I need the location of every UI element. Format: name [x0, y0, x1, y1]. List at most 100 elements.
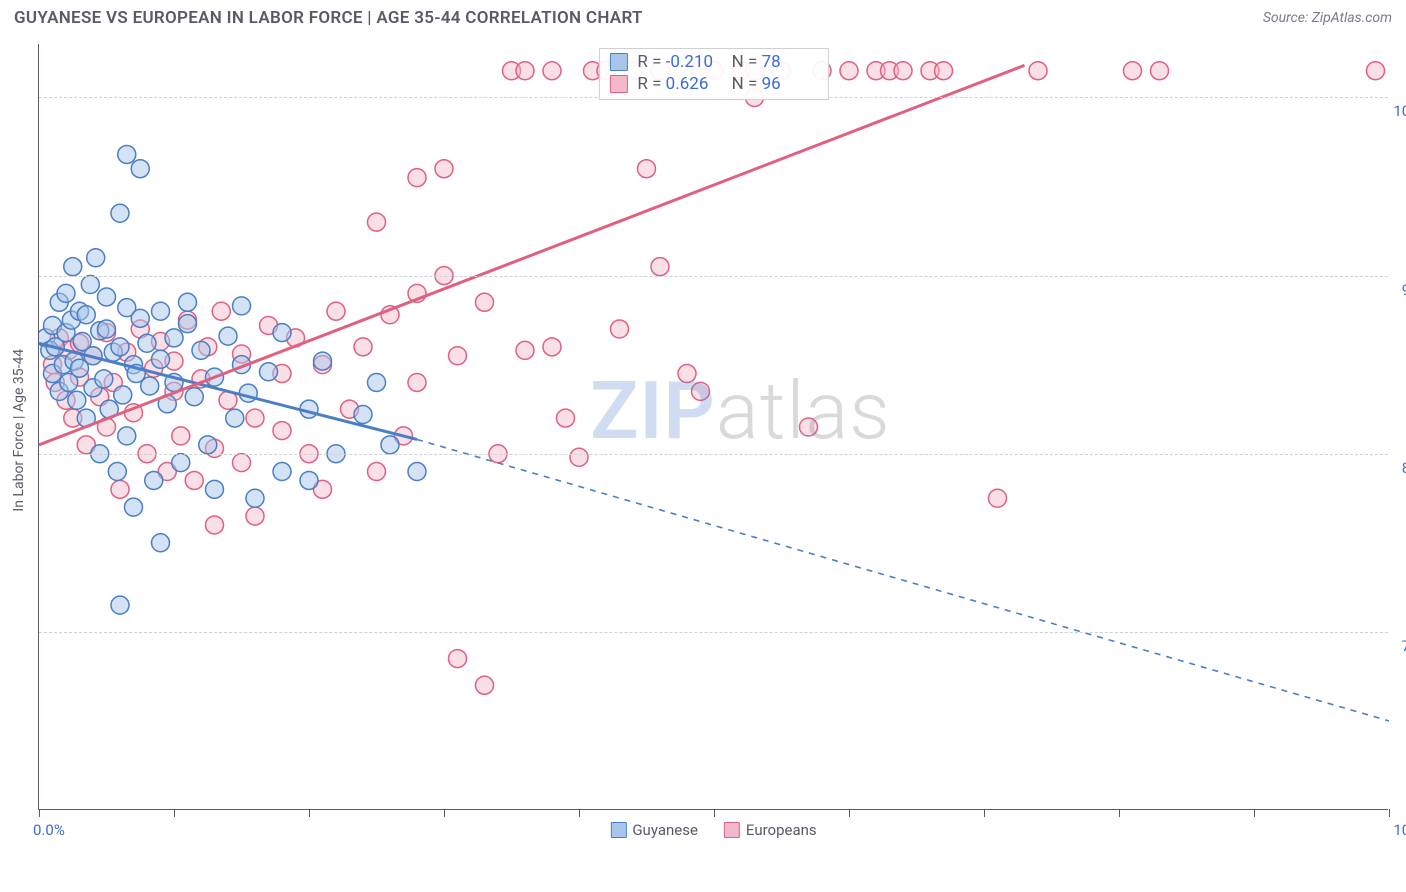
n-label: N [732, 52, 744, 72]
x-tick [174, 809, 175, 817]
data-point-europeans [570, 448, 588, 466]
y-axis-title: In Labor Force | Age 35-44 [11, 348, 27, 511]
swatch-europeans [609, 75, 627, 93]
data-point-guyanese [108, 463, 126, 481]
stats-row-europeans: R = 0.626 N = 96 [609, 73, 817, 95]
y-tick-label: 100.0% [1393, 102, 1406, 120]
data-point-guyanese [179, 293, 197, 311]
data-point-guyanese [179, 315, 197, 333]
data-point-europeans [651, 258, 669, 276]
data-point-guyanese [111, 204, 129, 222]
data-point-europeans [111, 480, 129, 498]
n-value-guyanese: 78 [762, 52, 818, 72]
x-axis-min-label: 0.0% [33, 821, 65, 839]
gridline [39, 632, 1388, 633]
x-tick [1254, 809, 1255, 817]
data-point-guyanese [152, 534, 170, 552]
data-point-europeans [233, 454, 251, 472]
x-tick [579, 809, 580, 817]
data-point-guyanese [125, 498, 143, 516]
y-tick-label: 90.0% [1402, 281, 1406, 299]
data-point-guyanese [273, 463, 291, 481]
data-point-guyanese [95, 370, 113, 388]
data-point-guyanese [233, 297, 251, 315]
data-point-europeans [800, 418, 818, 436]
data-point-guyanese [260, 363, 278, 381]
data-point-europeans [354, 338, 372, 356]
data-point-europeans [678, 365, 696, 383]
data-point-europeans [476, 676, 494, 694]
y-tick-label: 70.0% [1402, 637, 1406, 655]
x-tick [39, 809, 40, 817]
data-point-guyanese [77, 306, 95, 324]
data-point-guyanese [138, 334, 156, 352]
x-axis-max-label: 100.0% [1393, 821, 1406, 839]
x-tick [984, 809, 985, 817]
data-point-guyanese [57, 284, 75, 302]
trend-line-europeans [39, 65, 1025, 444]
data-point-europeans [172, 427, 190, 445]
data-point-europeans [638, 160, 656, 178]
data-point-europeans [449, 347, 467, 365]
x-tick [444, 809, 445, 817]
gridline [39, 454, 1388, 455]
y-tick-label: 80.0% [1402, 459, 1406, 477]
data-point-europeans [611, 320, 629, 338]
data-point-guyanese [131, 309, 149, 327]
legend-label-guyanese: Guyanese [632, 821, 698, 839]
data-point-europeans [476, 293, 494, 311]
data-point-guyanese [152, 350, 170, 368]
gridline [39, 276, 1388, 277]
data-point-guyanese [246, 489, 264, 507]
data-point-europeans [185, 471, 203, 489]
data-point-guyanese [64, 258, 82, 276]
data-point-guyanese [219, 327, 237, 345]
stats-legend-box: R = -0.210 N = 78 R = 0.626 N = 96 [598, 48, 828, 100]
data-point-europeans [692, 382, 710, 400]
x-tick [1389, 809, 1390, 817]
data-point-guyanese [273, 324, 291, 342]
x-tick [849, 809, 850, 817]
data-point-guyanese [354, 406, 372, 424]
data-point-europeans [516, 62, 534, 80]
data-point-europeans [212, 302, 230, 320]
data-point-guyanese [111, 596, 129, 614]
data-point-guyanese [118, 427, 136, 445]
data-point-guyanese [185, 388, 203, 406]
x-tick [309, 809, 310, 817]
data-point-europeans [368, 213, 386, 231]
data-point-guyanese [145, 471, 163, 489]
data-point-europeans [989, 489, 1007, 507]
data-point-europeans [368, 463, 386, 481]
chart-title: GUYANESE VS EUROPEAN IN LABOR FORCE | AG… [14, 8, 643, 28]
data-point-guyanese [226, 409, 244, 427]
data-point-europeans [894, 62, 912, 80]
stats-row-guyanese: R = -0.210 N = 78 [609, 51, 817, 73]
data-point-guyanese [81, 275, 99, 293]
data-point-europeans [516, 341, 534, 359]
data-point-guyanese [141, 377, 159, 395]
data-point-europeans [327, 302, 345, 320]
r-value-europeans: 0.626 [666, 74, 722, 94]
data-point-guyanese [131, 160, 149, 178]
data-point-europeans [1029, 62, 1047, 80]
data-point-guyanese [118, 145, 136, 163]
data-point-guyanese [98, 288, 116, 306]
data-point-guyanese [206, 480, 224, 498]
data-point-europeans [408, 169, 426, 187]
chart-source: Source: ZipAtlas.com [1263, 10, 1392, 26]
legend-item-europeans: Europeans [724, 821, 817, 839]
x-tick [1119, 809, 1120, 817]
data-point-guyanese [192, 341, 210, 359]
data-point-guyanese [199, 436, 217, 454]
legend-bottom: Guyanese Europeans [610, 821, 816, 839]
x-tick [714, 809, 715, 817]
swatch-guyanese [609, 53, 627, 71]
swatch-europeans-icon [724, 822, 740, 838]
legend-item-guyanese: Guyanese [610, 821, 698, 839]
data-point-guyanese [300, 471, 318, 489]
data-point-guyanese [68, 391, 86, 409]
data-point-guyanese [152, 302, 170, 320]
r-label: R [637, 52, 647, 72]
r-value-guyanese: -0.210 [666, 52, 722, 72]
